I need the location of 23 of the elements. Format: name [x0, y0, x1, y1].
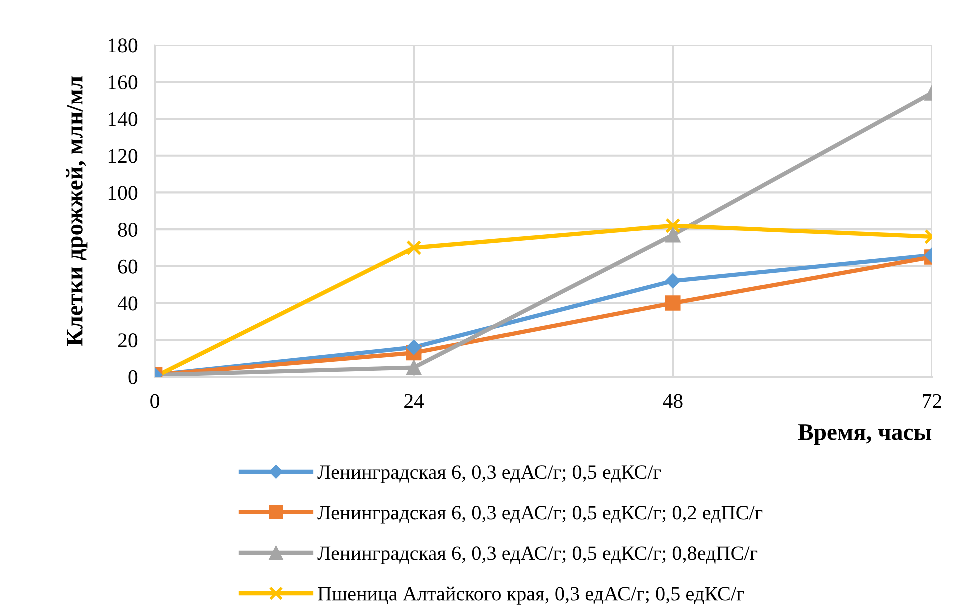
y-tick-label: 180: [108, 38, 138, 53]
legend-label: Пшеница Алтайского края, 0,3 едАС/г; 0,5 едКС/г: [318, 586, 744, 605]
y-tick-label: 80: [118, 222, 138, 237]
x-tick-label: 48: [663, 394, 683, 408]
x-tick-label: 0: [150, 394, 160, 408]
y-tick-label: 100: [108, 186, 138, 200]
point: [406, 340, 422, 356]
y-axis-title: Клетки дрожжей, млн/мл: [66, 76, 88, 346]
legend-label: Ленинградская 6, 0,3 едАС/г; 0,5 едКС/г: [318, 466, 662, 484]
y-tick-label: 120: [108, 149, 138, 164]
y-tick-label: 40: [118, 296, 138, 311]
x-tick-label: 72: [923, 394, 942, 408]
x-tick-label: 24: [404, 394, 424, 408]
legend-label: Ленинградская 6, 0,3 едАС/г; 0,5 едКС/г; 0,2 едПС/г: [318, 506, 763, 524]
y-tick-label: 160: [108, 76, 138, 90]
y-tick-label: 140: [108, 112, 138, 126]
point: [406, 240, 422, 256]
x-axis-title: Время, часы: [798, 424, 932, 446]
y-tick-label: 0: [128, 370, 138, 384]
y-tick-label: 60: [118, 260, 138, 274]
legend-label: Ленинградская 6, 0,3 едАС/г; 0,5 едКС/г; 0,8едПС/г: [318, 546, 758, 564]
point: [406, 360, 422, 376]
y-tick-label: 20: [118, 334, 138, 348]
